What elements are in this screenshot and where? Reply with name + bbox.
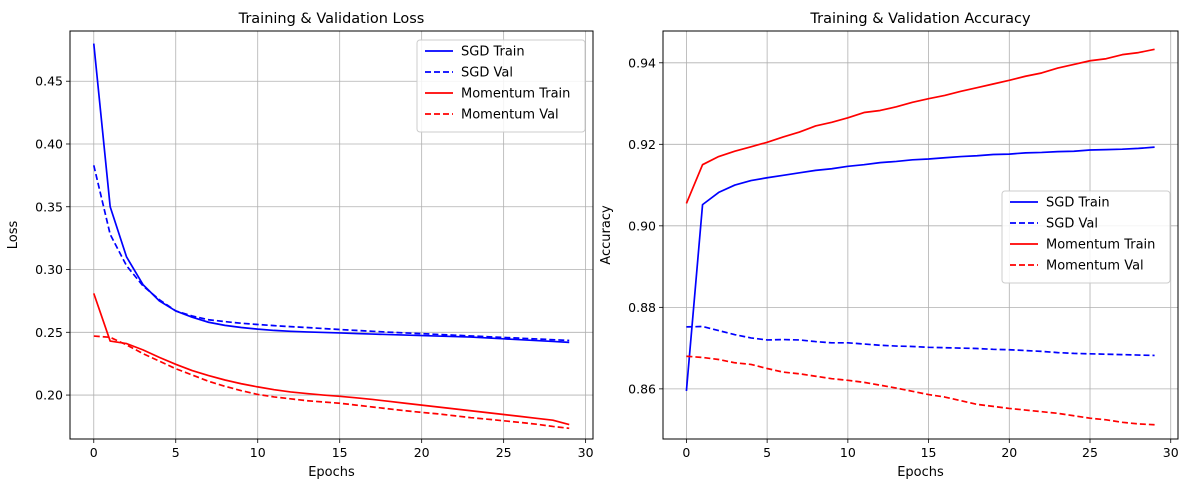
accuracy-x-tick-label: 20 (1001, 445, 1017, 460)
loss-series-line-sgd-train (92, 43, 570, 344)
loss-x-tick-label: 10 (250, 445, 266, 460)
accuracy-x-tick-label: 15 (921, 445, 937, 460)
accuracy-y-tick-label: 0.86 (628, 381, 656, 396)
accuracy-y-tick-label: 0.90 (628, 218, 656, 233)
accuracy-plot-frame (662, 30, 1179, 440)
accuracy-y-tick-label: 0.88 (628, 300, 656, 315)
loss-x-tick-label: 0 (90, 445, 98, 460)
loss-series-line-sgd-val (92, 165, 570, 342)
accuracy-y-tick-label: 0.94 (628, 55, 656, 70)
loss-chart-title: Training & Validation Loss (238, 11, 425, 27)
loss-x-tick-label: 20 (414, 445, 430, 460)
accuracy-legend-label: Momentum Train (1046, 238, 1155, 253)
loss-y-tick-label: 0.45 (35, 74, 63, 89)
loss-plot-frame (69, 30, 594, 440)
accuracy-series-line-momentum-train (685, 48, 1155, 204)
loss-y-axis-label: Loss (6, 221, 21, 250)
accuracy-legend-label: SGD Train (1046, 196, 1110, 211)
accuracy-legend: SGD Train SGD Val Momentum Train Momentum V… (1001, 190, 1171, 284)
accuracy-legend-box (1001, 190, 1171, 284)
accuracy-x-tick-label: 5 (763, 445, 771, 460)
loss-y-tick-label: 0.30 (35, 262, 63, 277)
accuracy-series-line-sgd-val (686, 325, 1155, 357)
loss-x-tick-label: 30 (578, 445, 594, 460)
loss-legend-label: SGD Train (461, 45, 525, 60)
loss-y-tick-label: 0.25 (35, 325, 63, 340)
loss-legend-label: Momentum Train (461, 87, 570, 102)
loss-x-tick-label: 5 (172, 445, 180, 460)
accuracy-legend-label: Momentum Val (1046, 259, 1144, 274)
loss-legend: SGD Train SGD Val Momentum Train Momentum V… (416, 39, 586, 133)
loss-y-tick-label: 0.40 (35, 136, 63, 151)
loss-x-tick-label: 15 (332, 445, 348, 460)
accuracy-legend-label: SGD Val (1046, 217, 1098, 232)
loss-y-tick-label: 0.35 (35, 199, 63, 214)
loss-y-tick-label: 0.20 (35, 388, 63, 403)
loss-series-line-momentum-val (93, 335, 570, 430)
accuracy-x-axis-label: Epochs (897, 465, 944, 480)
accuracy-x-tick-label: 10 (840, 445, 856, 460)
loss-x-axis-label: Epochs (308, 465, 355, 480)
accuracy-x-tick-label: 25 (1082, 445, 1098, 460)
accuracy-chart-title: Training & Validation Accuracy (809, 11, 1031, 27)
accuracy-chart-panel: 0 5 10 15 20 25 30 0.86 0.88 0.90 0.92 0.94 Trainin… (599, 11, 1179, 480)
accuracy-series-line-momentum-val (686, 355, 1155, 426)
loss-series-line-momentum-train (92, 293, 570, 426)
loss-legend-label: SGD Val (461, 66, 513, 81)
loss-legend-box (416, 39, 586, 133)
loss-x-tick-label: 25 (496, 445, 512, 460)
accuracy-x-tick-label: 0 (682, 445, 690, 460)
accuracy-y-axis-label: Accuracy (599, 205, 614, 265)
loss-legend-label: Momentum Val (461, 108, 559, 123)
accuracy-x-tick-label: 30 (1163, 445, 1179, 460)
loss-chart-panel: 0 5 10 15 20 25 30 0.20 0.25 0.30 0.35 0.40 0.45 Tra… (6, 11, 594, 480)
accuracy-series-line-sgd-train (685, 146, 1155, 391)
accuracy-y-tick-label: 0.92 (628, 137, 656, 152)
